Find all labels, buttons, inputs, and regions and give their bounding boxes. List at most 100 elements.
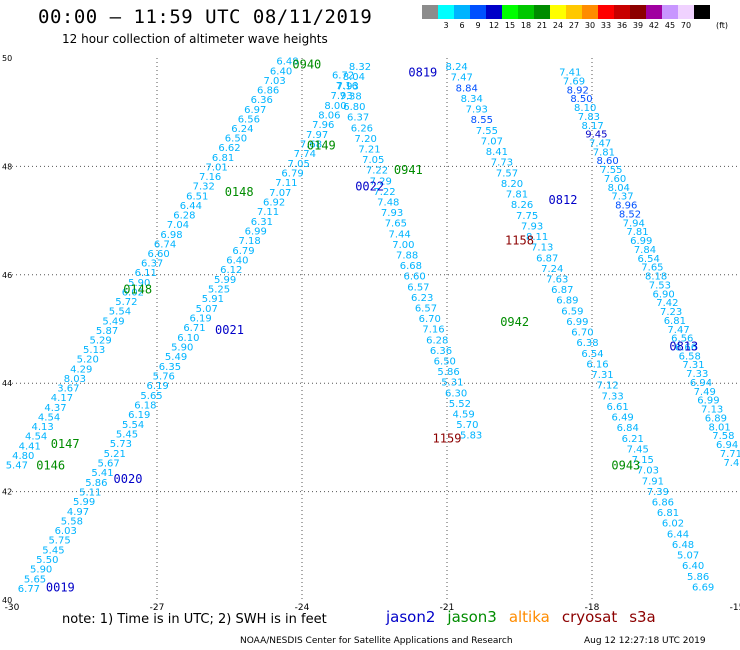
wave-height-value: 7.81 <box>593 147 615 158</box>
wave-height-value: 7.97 <box>306 130 328 141</box>
wave-height-value: 5.86 <box>437 367 459 378</box>
wave-height-value: 6.84 <box>617 423 639 434</box>
wave-height-value: 7.65 <box>385 219 407 230</box>
wave-height-value: 5.76 <box>153 371 175 382</box>
wave-height-value: 3.67 <box>57 384 79 395</box>
color-scale-label: 30 <box>584 21 596 30</box>
pass-time-label: 0819 <box>408 66 437 80</box>
wave-height-value: 8.03 <box>64 374 86 385</box>
wave-height-value: 6.21 <box>622 434 644 445</box>
wave-height-value: 7.03 <box>263 76 285 87</box>
color-scale-label: 21 <box>536 21 548 30</box>
color-scale-label: 3 <box>443 21 449 30</box>
color-scale-label: 33 <box>600 21 612 30</box>
wave-height-value: 7.12 <box>596 381 618 392</box>
wave-height-value: 6.36 <box>251 95 273 106</box>
satellite-legend: jason2 jason3 altika cryosat s3a <box>386 608 668 626</box>
color-scale-swatch <box>438 5 454 19</box>
x-tick-label: -18 <box>585 603 600 613</box>
color-scale-label: 9 <box>475 21 481 30</box>
pass-time-label: 1159 <box>433 431 462 445</box>
wave-height-value: 6.44 <box>180 201 202 212</box>
pass-time-label: 0020 <box>114 472 143 486</box>
wave-height-value: 6.18 <box>134 400 156 411</box>
wave-height-value: 7.57 <box>496 168 518 179</box>
wave-height-value: 6.56 <box>238 114 260 125</box>
pass-time-label: 0148 <box>225 185 254 199</box>
y-tick-label: 42 <box>2 488 12 497</box>
wave-height-value: 8.92 <box>567 85 589 96</box>
wave-height-value: 6.23 <box>411 293 433 304</box>
wave-height-value: 6.02 <box>662 519 684 530</box>
wave-height-value: 5.87 <box>96 326 118 337</box>
wave-height-value: 7.15 <box>632 455 654 466</box>
color-scale-swatch <box>566 5 582 19</box>
wave-height-value: 6.62 <box>218 143 240 154</box>
wave-height-value: 7.55 <box>476 126 498 137</box>
wave-height-value: 6.68 <box>400 261 422 272</box>
wave-height-value: 6.94 <box>690 378 712 389</box>
wave-height-value: 5.86 <box>687 572 709 583</box>
wave-height-value: 7.47 <box>589 139 611 150</box>
wave-height-value: 5.21 <box>104 449 126 460</box>
wave-height-value: 5.99 <box>214 275 236 286</box>
wave-height-value: 8.06 <box>318 110 340 121</box>
wave-height-value: 7.88 <box>396 250 418 261</box>
wave-height-value: 7.31 <box>682 360 704 371</box>
wave-height-value: 7.44 <box>388 229 410 240</box>
x-tick-label: -27 <box>150 603 165 613</box>
pass-time-label: 0812 <box>549 193 578 207</box>
wave-height-value: 6.89 <box>705 413 727 424</box>
wave-height-value: 5.25 <box>208 284 230 295</box>
wave-height-value: 6.71 <box>183 323 205 334</box>
wave-height-value: 7.65 <box>641 263 663 274</box>
wave-height-value: 6.51 <box>186 191 208 202</box>
wave-height-value: 6.92 <box>263 197 285 208</box>
wave-height-value: 6.48 <box>672 540 694 551</box>
legend-item-cryosat: cryosat <box>561 608 618 626</box>
wave-height-value: 8.10 <box>574 103 596 114</box>
pass-time-label: 1158 <box>505 234 534 248</box>
wave-height-value: 5.67 <box>97 458 119 469</box>
wave-height-value: 5.65 <box>140 391 162 402</box>
wave-height-value: 6.80 <box>343 102 365 113</box>
legend-item-altika: altika <box>508 608 550 626</box>
pass-time-label: 0943 <box>611 459 640 473</box>
wave-height-value: 6.77 <box>18 584 40 595</box>
color-scale-swatch <box>422 5 438 19</box>
wave-height-value: 6.24 <box>231 124 253 135</box>
wave-height-value: 7.41 <box>559 68 581 79</box>
pass-time-label: 0940 <box>292 57 321 71</box>
wave-height-value: 5.86 <box>85 478 107 489</box>
color-scale-label: 18 <box>520 21 532 30</box>
wave-height-value: 7.05 <box>288 159 310 170</box>
wave-height-value: 7.53 <box>649 280 671 291</box>
wave-height-value: 5.45 <box>42 545 64 556</box>
wave-height-value: 7.16 <box>199 172 221 183</box>
wave-height-value: 7.94 <box>623 218 645 229</box>
wave-height-value: 6.87 <box>551 285 573 296</box>
wave-height-value: 7.47 <box>667 325 689 336</box>
color-scale-swatch <box>550 5 566 19</box>
wave-height-value: 6.98 <box>160 230 182 241</box>
wave-height-value: 7.48 <box>377 197 399 208</box>
wave-height-value: 5.99 <box>73 497 95 508</box>
wave-height-value: 6.56 <box>671 334 693 345</box>
wave-height-value: 6.02 <box>122 287 144 298</box>
wave-height-value: 5.90 <box>171 342 193 353</box>
color-scale-label: 6 <box>459 21 465 30</box>
wave-height-value: 7.75 <box>516 211 538 222</box>
wave-height-value: 4.41 <box>19 441 41 452</box>
pass-time-label: 0021 <box>215 323 244 337</box>
wave-height-value: 6.59 <box>561 306 583 317</box>
wave-height-value: 7.37 <box>611 192 633 203</box>
wave-height-value: 8.34 <box>461 94 483 105</box>
wave-height-value: 6.19 <box>147 381 169 392</box>
wave-height-value: 8.50 <box>570 94 592 105</box>
wave-height-value: 6.19 <box>128 410 150 421</box>
wave-height-value: 7.71 <box>720 449 740 460</box>
wave-height-value: 8.32 <box>349 62 371 73</box>
wave-height-value: 6.90 <box>652 289 674 300</box>
wave-height-value: 5.07 <box>196 304 218 315</box>
